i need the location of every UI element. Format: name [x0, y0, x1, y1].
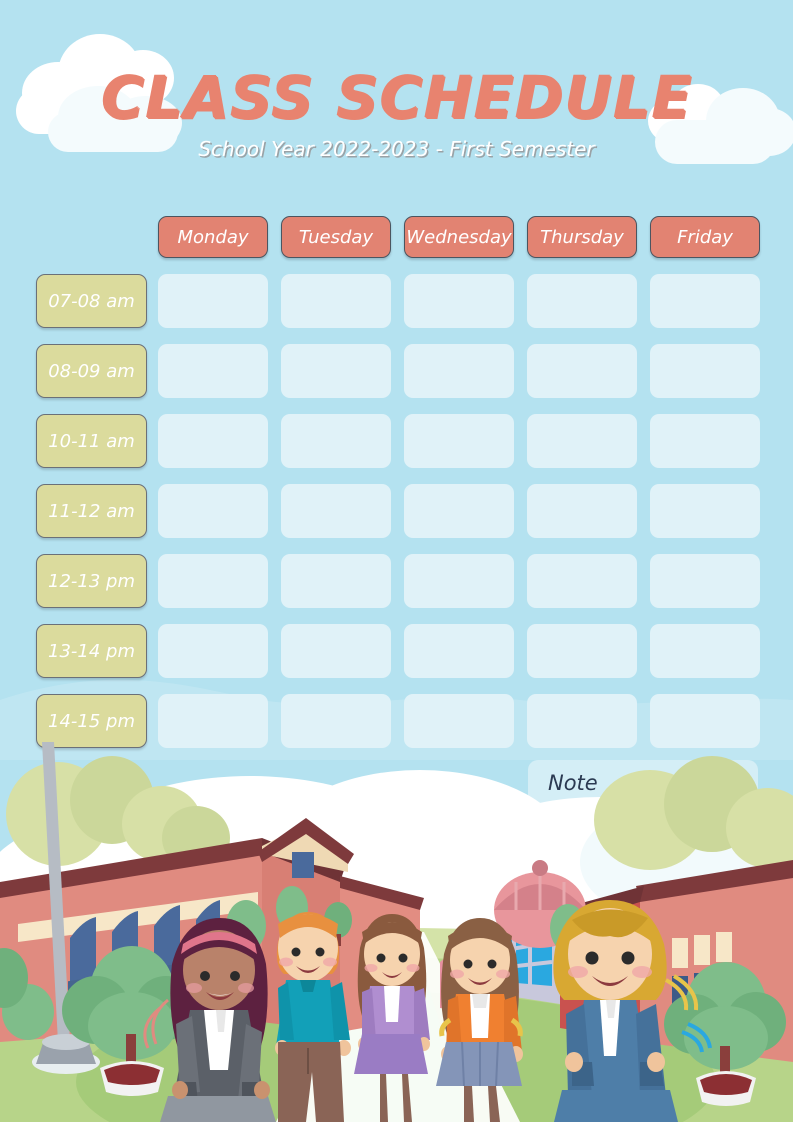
schedule-cell-r0-c2[interactable] — [404, 274, 514, 328]
schedule-cell-r4-c4[interactable] — [650, 554, 760, 608]
day-header-monday: Monday — [158, 216, 268, 258]
schedule-cell-r5-c2[interactable] — [404, 624, 514, 678]
schedule-cell-r3-c3[interactable] — [527, 484, 637, 538]
schedule-cell-r5-c0[interactable] — [158, 624, 268, 678]
schedule-cell-r0-c4[interactable] — [650, 274, 760, 328]
schedule-cell-r4-c0[interactable] — [158, 554, 268, 608]
time-label-1: 08-09 am — [36, 344, 147, 398]
day-header-friday: Friday — [650, 216, 760, 258]
schedule-cell-r4-c1[interactable] — [281, 554, 391, 608]
schedule-cell-r2-c2[interactable] — [404, 414, 514, 468]
student-boy-blond — [553, 900, 712, 1122]
background-foliage — [6, 756, 793, 870]
day-header-wednesday: Wednesday — [404, 216, 514, 258]
page-title: CLASS SCHEDULE — [100, 63, 693, 131]
schedule-cell-r1-c4[interactable] — [650, 344, 760, 398]
student-girl-purple — [354, 914, 430, 1122]
schedule-cell-r2-c4[interactable] — [650, 414, 760, 468]
time-label-6: 14-15 pm — [36, 694, 147, 748]
schedule-cell-r2-c0[interactable] — [158, 414, 268, 468]
schedule-cell-r6-c4[interactable] — [650, 694, 760, 748]
schedule-cell-r5-c1[interactable] — [281, 624, 391, 678]
left-tree-large — [62, 946, 198, 1096]
schedule-cell-r4-c2[interactable] — [404, 554, 514, 608]
schedule-cell-r6-c3[interactable] — [527, 694, 637, 748]
schedule-cell-r3-c1[interactable] — [281, 484, 391, 538]
flagpole — [32, 742, 100, 1074]
schedule-cell-r1-c3[interactable] — [527, 344, 637, 398]
day-header-thursday: Thursday — [527, 216, 637, 258]
time-label-2: 10-11 am — [36, 414, 147, 468]
time-label-4: 12-13 pm — [36, 554, 147, 608]
schedule-cell-r2-c3[interactable] — [527, 414, 637, 468]
schedule-cell-r1-c1[interactable] — [281, 344, 391, 398]
schedule-cell-r0-c3[interactable] — [527, 274, 637, 328]
time-label-5: 13-14 pm — [36, 624, 147, 678]
time-label-0: 07-08 am — [36, 274, 147, 328]
schedule-cell-r2-c1[interactable] — [281, 414, 391, 468]
schedule-cell-r3-c2[interactable] — [404, 484, 514, 538]
right-tree-large — [664, 962, 786, 1106]
schedule-cell-r4-c3[interactable] — [527, 554, 637, 608]
schedule-cell-r3-c0[interactable] — [158, 484, 268, 538]
schedule-cell-r0-c0[interactable] — [158, 274, 268, 328]
day-header-tuesday: Tuesday — [281, 216, 391, 258]
schedule-cell-r1-c0[interactable] — [158, 344, 268, 398]
student-girl-dark-hair — [143, 918, 276, 1122]
schedule-cell-r5-c3[interactable] — [527, 624, 637, 678]
student-boy-ginger — [275, 912, 351, 1122]
student-girl-orange — [436, 918, 523, 1122]
schedule-cell-r3-c4[interactable] — [650, 484, 760, 538]
schedule-cell-r6-c1[interactable] — [281, 694, 391, 748]
school-scene-illustration — [0, 742, 793, 1122]
schedule-cell-r0-c1[interactable] — [281, 274, 391, 328]
note-label: Note — [548, 771, 598, 795]
schedule-cell-r1-c2[interactable] — [404, 344, 514, 398]
time-label-3: 11-12 am — [36, 484, 147, 538]
schedule-cell-r6-c2[interactable] — [404, 694, 514, 748]
schedule-cell-r6-c0[interactable] — [158, 694, 268, 748]
schedule-cell-r5-c4[interactable] — [650, 624, 760, 678]
page-subtitle: School Year 2022-2023 - First Semester — [198, 137, 595, 161]
